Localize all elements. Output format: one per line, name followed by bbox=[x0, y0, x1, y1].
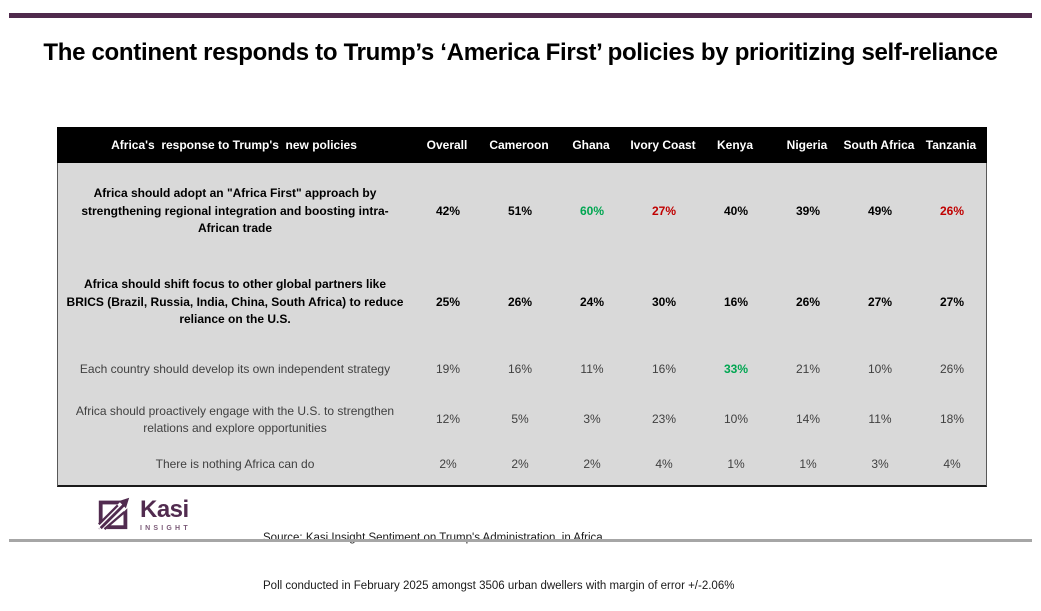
table-cell: 10% bbox=[867, 362, 893, 377]
table-cell: 27% bbox=[867, 294, 893, 309]
table-cell: 5% bbox=[511, 412, 529, 427]
bottom-divider-bar bbox=[9, 539, 1032, 542]
table-cell: 33% bbox=[723, 362, 749, 377]
table-cell: 25% bbox=[435, 294, 461, 309]
table-cell: 26% bbox=[507, 294, 533, 309]
table-cell: 4% bbox=[655, 457, 673, 472]
row-label: Africa should shift focus to other globa… bbox=[66, 277, 407, 327]
table-cell: 42% bbox=[435, 203, 461, 218]
table-cell: 4% bbox=[943, 457, 961, 472]
table-row: Africa should shift focus to other globa… bbox=[58, 260, 986, 345]
table-cell: 12% bbox=[435, 412, 461, 427]
page-title: The continent responds to Trump’s ‘Ameri… bbox=[43, 39, 998, 66]
column-header-ivory-coast: Ivory Coast bbox=[630, 137, 696, 152]
table-cell: 3% bbox=[583, 412, 601, 427]
table-header-label: Africa's response to Trump's new policie… bbox=[111, 137, 357, 152]
table-cell: 1% bbox=[727, 457, 745, 472]
table-row: Africa should adopt an "Africa First" ap… bbox=[58, 163, 986, 260]
kasi-insight-logo: Kasi INSIGHT bbox=[95, 492, 191, 537]
top-accent-bar bbox=[9, 13, 1032, 18]
table-cell: 26% bbox=[939, 362, 965, 377]
table-row: Africa should proactively engage with th… bbox=[58, 395, 986, 445]
table-row: There is nothing Africa can do 2% 2% 2% … bbox=[58, 445, 986, 485]
kasi-logo-icon bbox=[95, 492, 133, 537]
column-header-nigeria: Nigeria bbox=[786, 137, 828, 152]
column-header-tanzania: Tanzania bbox=[925, 137, 977, 152]
table-cell: 26% bbox=[795, 294, 821, 309]
response-table: Africa's response to Trump's new policie… bbox=[57, 127, 987, 487]
table-cell: 39% bbox=[795, 203, 821, 218]
column-header-ghana: Ghana bbox=[572, 137, 610, 152]
table-header-row: Africa's response to Trump's new policie… bbox=[57, 127, 987, 163]
table-cell: 1% bbox=[799, 457, 817, 472]
column-header-cameroon: Cameroon bbox=[489, 137, 549, 152]
table-cell: 16% bbox=[507, 362, 533, 377]
row-label: There is nothing Africa can do bbox=[155, 457, 315, 472]
table-cell: 23% bbox=[651, 412, 677, 427]
column-header-overall: Overall bbox=[426, 137, 468, 152]
table-cell: 16% bbox=[723, 294, 749, 309]
table-cell: 26% bbox=[939, 203, 965, 218]
table-cell: 60% bbox=[579, 203, 605, 218]
source-note: Source: Kasi Insight Sentiment on Trump'… bbox=[263, 498, 734, 611]
row-label: Africa should adopt an "Africa First" ap… bbox=[81, 186, 389, 236]
column-header-south-africa: South Africa bbox=[843, 137, 915, 152]
table-cell: 10% bbox=[723, 412, 749, 427]
column-header-kenya: Kenya bbox=[716, 137, 754, 152]
logo-word: Kasi bbox=[140, 495, 189, 523]
logo-subtext: INSIGHT bbox=[140, 524, 191, 532]
table-cell: 2% bbox=[439, 457, 457, 472]
table-cell: 40% bbox=[723, 203, 749, 218]
logo-text: Kasi INSIGHT bbox=[140, 495, 191, 532]
table-cell: 51% bbox=[507, 203, 533, 218]
row-label: Africa should proactively engage with th… bbox=[75, 403, 398, 435]
table-cell: 3% bbox=[871, 457, 889, 472]
table-cell: 11% bbox=[868, 412, 892, 427]
source-line-2: Poll conducted in February 2025 amongst … bbox=[263, 580, 735, 593]
table-cell: 11% bbox=[580, 362, 604, 377]
table-cell: 21% bbox=[795, 362, 821, 377]
table-cell: 2% bbox=[583, 457, 601, 472]
table-cell: 19% bbox=[435, 362, 461, 377]
table-cell: 16% bbox=[651, 362, 677, 377]
table-cell: 27% bbox=[651, 203, 677, 218]
table-cell: 27% bbox=[939, 294, 965, 309]
table-cell: 18% bbox=[939, 412, 965, 427]
row-label: Each country should develop its own inde… bbox=[79, 362, 391, 377]
table-cell: 14% bbox=[795, 412, 821, 427]
table-cell: 49% bbox=[867, 203, 893, 218]
table-row: Each country should develop its own inde… bbox=[58, 345, 986, 395]
table-cell: 30% bbox=[651, 294, 677, 309]
table-cell: 2% bbox=[511, 457, 529, 472]
table-cell: 24% bbox=[579, 294, 605, 309]
table-body: Africa should adopt an "Africa First" ap… bbox=[57, 163, 987, 487]
